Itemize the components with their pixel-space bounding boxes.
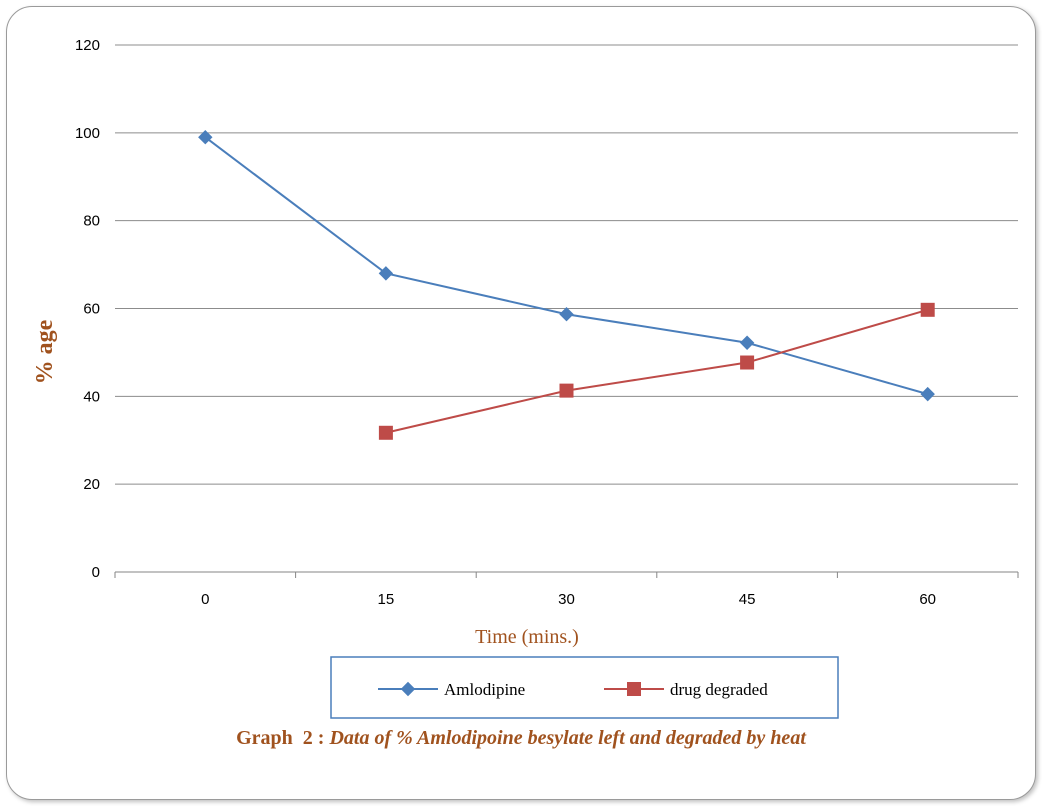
y-tick-label: 20 bbox=[83, 476, 100, 493]
data-point bbox=[198, 130, 213, 145]
figure-caption: Graph 2 : Data of % Amlodipoine besylate… bbox=[0, 727, 1042, 750]
series-0 bbox=[198, 130, 935, 402]
data-point bbox=[378, 266, 394, 281]
series-line bbox=[204, 136, 928, 396]
legend-label: Amlodipine bbox=[444, 680, 525, 699]
grid-lines bbox=[114, 44, 1019, 578]
legend-label: drug degraded bbox=[670, 680, 768, 699]
legend-entries: Amlodipine drug degraded bbox=[378, 680, 768, 699]
legend-entry: drug degraded bbox=[604, 680, 768, 699]
y-axis-title: % age bbox=[32, 319, 58, 384]
data-point bbox=[378, 425, 393, 440]
legend-box bbox=[330, 656, 839, 719]
data-point bbox=[559, 307, 574, 322]
x-axis-title: Time (mins.) bbox=[475, 626, 579, 648]
data-point bbox=[920, 302, 935, 317]
caption-text: Data of % Amlodipoine besylate left and … bbox=[329, 727, 806, 749]
legend-swatch-marker bbox=[400, 681, 416, 697]
y-tick-label: 100 bbox=[75, 125, 100, 142]
x-tick-label: 30 bbox=[558, 591, 575, 608]
legend-swatch-marker bbox=[627, 682, 641, 696]
x-tick-label: 0 bbox=[201, 591, 209, 608]
y-tick-label: 60 bbox=[83, 301, 100, 318]
x-tick-labels: 0 15 30 45 60 bbox=[201, 591, 936, 608]
x-tick-label: 45 bbox=[739, 591, 756, 608]
x-tick-label: 15 bbox=[378, 591, 395, 608]
y-tick-labels: 0 20 40 60 80 100 120 bbox=[75, 37, 100, 581]
series-1 bbox=[378, 302, 935, 440]
data-point bbox=[740, 355, 755, 370]
data-point bbox=[559, 383, 574, 398]
legend: Amlodipine drug degraded bbox=[330, 656, 839, 719]
legend-entry: Amlodipine bbox=[378, 680, 525, 699]
data-point bbox=[920, 386, 935, 402]
y-tick-label: 80 bbox=[83, 213, 100, 230]
y-tick-label: 0 bbox=[92, 564, 100, 581]
y-tick-label: 40 bbox=[83, 388, 100, 405]
series-line bbox=[385, 308, 928, 434]
data-point bbox=[739, 335, 755, 350]
caption-prefix: Graph 2 : bbox=[236, 727, 330, 749]
series-layer bbox=[198, 130, 935, 440]
x-tick-label: 60 bbox=[919, 591, 936, 608]
y-tick-label: 120 bbox=[75, 37, 100, 54]
